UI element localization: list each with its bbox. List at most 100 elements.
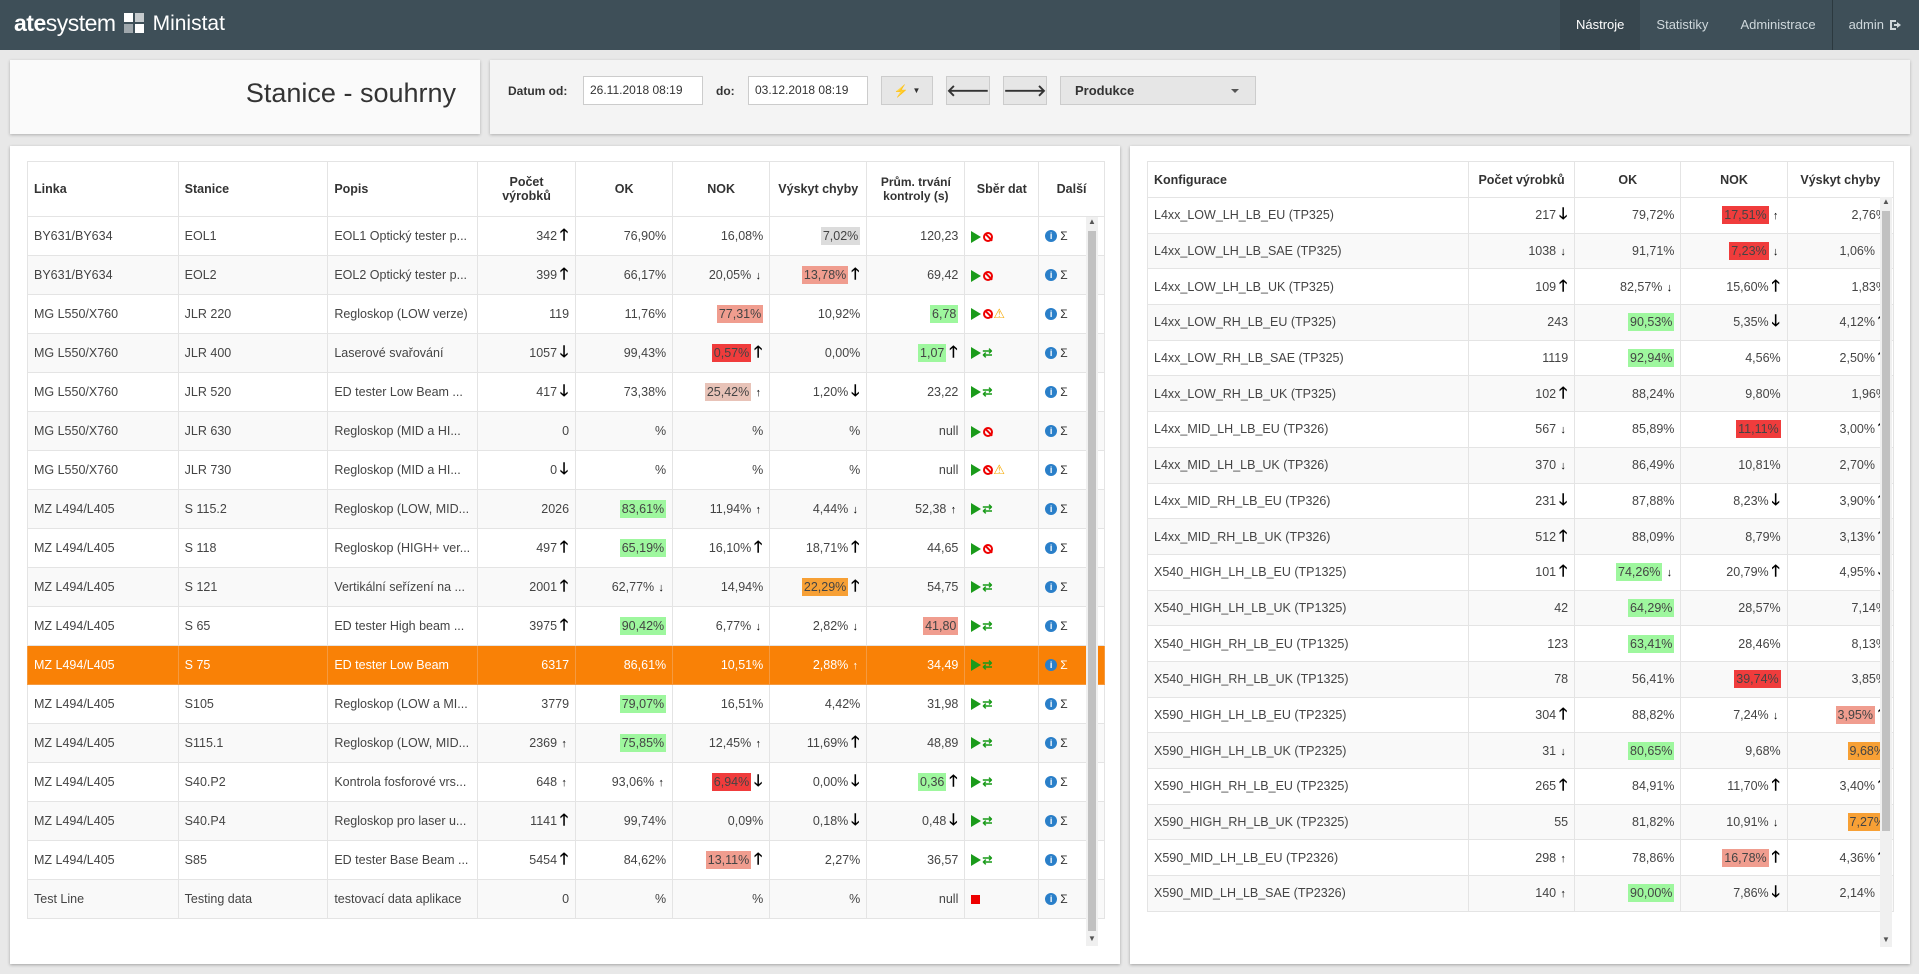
table-row[interactable]: MZ L494/L405 S40.P4 Regloskop pro laser u.…: [27, 801, 1105, 841]
sigma-icon[interactable]: Σ: [1060, 814, 1068, 829]
table-row[interactable]: X540_HIGH_RH_LB_EU (TP1325) 123 63,41% 28,4…: [1147, 625, 1895, 662]
col-stanice[interactable]: Stanice: [177, 161, 329, 217]
info-icon[interactable]: i: [1045, 854, 1058, 867]
date-to-input[interactable]: 03.12.2018 08:19: [748, 76, 868, 105]
col-pocet[interactable]: Počet výrobků: [476, 161, 577, 217]
sber-dat-cell[interactable]: ⇄: [964, 333, 1040, 373]
info-icon[interactable]: i: [1045, 230, 1058, 243]
table-row[interactable]: X590_HIGH_RH_LB_UK (TP2325) 55 81,82% 10,91…: [1147, 803, 1895, 841]
sber-dat-cell[interactable]: [964, 255, 1040, 295]
sigma-icon[interactable]: Σ: [1060, 541, 1068, 556]
sber-dat-cell[interactable]: ⚠: [964, 450, 1040, 490]
sber-dat-cell[interactable]: ⇄: [964, 372, 1040, 412]
sigma-icon[interactable]: Σ: [1060, 853, 1068, 868]
scroll-up-icon[interactable]: ▲: [1882, 197, 1890, 206]
sigma-icon[interactable]: Σ: [1060, 775, 1068, 790]
sigma-icon[interactable]: Σ: [1060, 229, 1068, 244]
sigma-icon[interactable]: Σ: [1060, 346, 1068, 361]
table-row[interactable]: MG L550/X760 JLR 730 Regloskop (MID a HI..…: [27, 450, 1105, 490]
sber-dat-cell[interactable]: [964, 879, 1040, 919]
info-icon[interactable]: i: [1045, 698, 1058, 711]
table-row[interactable]: X590_MID_LH_LB_SAE (TP2326) 140 ↑ 90,00% 7,8…: [1147, 875, 1895, 912]
table-row[interactable]: L4xx_MID_LH_LB_EU (TP326) 567 ↓ 85,89% 11,11…: [1147, 411, 1895, 448]
table-row[interactable]: L4xx_MID_RH_LB_UK (TP326) 512 🡑 88,09% 8,79%…: [1147, 518, 1895, 555]
sigma-icon[interactable]: Σ: [1060, 424, 1068, 439]
sber-dat-cell[interactable]: [964, 411, 1040, 451]
col-nok[interactable]: NOK: [1680, 161, 1788, 198]
table-row[interactable]: MG L550/X760 JLR 220 Regloskop (LOW verze)…: [27, 294, 1105, 334]
table-row[interactable]: MZ L494/L405 S115.1 Regloskop (LOW, MID...…: [27, 723, 1105, 763]
table-row[interactable]: MZ L494/L405 S 115.2 Regloskop (LOW, MID..…: [27, 489, 1105, 529]
table-row[interactable]: L4xx_LOW_RH_LB_UK (TP325) 102 🡑 88,24% 9,80%…: [1147, 375, 1895, 413]
table-row[interactable]: MZ L494/L405 S105 Regloskop (LOW a MI... 37…: [27, 684, 1105, 724]
info-icon[interactable]: i: [1045, 308, 1058, 321]
col-nok[interactable]: NOK: [672, 161, 771, 217]
sigma-icon[interactable]: Σ: [1060, 580, 1068, 595]
sigma-icon[interactable]: Σ: [1060, 619, 1068, 634]
table-row[interactable]: L4xx_LOW_LH_LB_UK (TP325) 109 🡑 82,57% ↓ 15,6…: [1147, 268, 1895, 306]
table-row[interactable]: BY631/BY634 EOL1 EOL1 Optický tester p... 3…: [27, 216, 1105, 256]
sber-dat-cell[interactable]: ⚠: [964, 294, 1040, 334]
table-row[interactable]: X540_HIGH_RH_LB_UK (TP1325) 78 56,41% 39,74…: [1147, 660, 1895, 698]
info-icon[interactable]: i: [1045, 815, 1058, 828]
sigma-icon[interactable]: Σ: [1060, 385, 1068, 400]
info-icon[interactable]: i: [1045, 620, 1058, 633]
sigma-icon[interactable]: Σ: [1060, 697, 1068, 712]
sigma-icon[interactable]: Σ: [1060, 463, 1068, 478]
col-konfigurace[interactable]: Konfigurace: [1147, 161, 1469, 198]
col-vyskyt[interactable]: Výskyt chyby: [769, 161, 868, 217]
table-row[interactable]: L4xx_LOW_RH_LB_EU (TP325) 243 90,53% 5,35% 🡓…: [1147, 304, 1895, 341]
table-row[interactable]: MZ L494/L405 S40.P2 Kontrola fosforové vrs…: [27, 762, 1105, 802]
sber-dat-cell[interactable]: ⇄: [964, 606, 1040, 646]
col-linka[interactable]: Linka: [27, 161, 179, 217]
col-ok[interactable]: OK: [575, 161, 674, 217]
table-row[interactable]: X590_HIGH_RH_LB_EU (TP2325) 265 🡑 84,91% 11,…: [1147, 768, 1895, 805]
sigma-icon[interactable]: Σ: [1060, 307, 1068, 322]
sigma-icon[interactable]: Σ: [1060, 268, 1068, 283]
info-icon[interactable]: i: [1045, 464, 1058, 477]
sber-dat-cell[interactable]: ⇄: [964, 840, 1040, 880]
configurations-scrollbar[interactable]: ▲ ▼: [1880, 197, 1892, 947]
col-prum-trvani[interactable]: Prům. trvání kontroly (s): [866, 161, 966, 217]
table-row[interactable]: X590_HIGH_LH_LB_EU (TP2325) 304 🡑 88,82% 7,2…: [1147, 696, 1895, 734]
table-row[interactable]: MZ L494/L405 S 75 ED tester Low Beam 6317 86…: [27, 645, 1105, 685]
info-icon[interactable]: i: [1045, 347, 1058, 360]
nav-nastroje[interactable]: Nástroje: [1560, 0, 1641, 50]
table-row[interactable]: MZ L494/L405 S 118 Regloskop (HIGH+ ver...…: [27, 528, 1105, 568]
scroll-down-icon[interactable]: ▼: [1088, 934, 1096, 943]
info-icon[interactable]: i: [1045, 776, 1058, 789]
info-icon[interactable]: i: [1045, 659, 1058, 672]
table-row[interactable]: L4xx_MID_RH_LB_EU (TP326) 231 🡓 87,88% 8,23%…: [1147, 482, 1895, 520]
next-period-button[interactable]: 🡒: [1003, 76, 1047, 105]
sber-dat-cell[interactable]: [964, 528, 1040, 568]
table-row[interactable]: MG L550/X760 JLR 630 Regloskop (MID a HI..…: [27, 411, 1105, 451]
sber-dat-cell[interactable]: ⇄: [964, 723, 1040, 763]
sigma-icon[interactable]: Σ: [1060, 658, 1068, 673]
table-row[interactable]: MG L550/X760 JLR 400 Laserové svařování 105…: [27, 333, 1105, 373]
previous-period-button[interactable]: 🡐: [946, 76, 990, 105]
table-row[interactable]: L4xx_LOW_RH_LB_SAE (TP325) 1119 92,94% 4,56…: [1147, 339, 1895, 377]
scroll-up-icon[interactable]: ▲: [1088, 217, 1096, 226]
table-row[interactable]: MZ L494/L405 S85 ED tester Base Beam ... 54…: [27, 840, 1105, 880]
table-row[interactable]: X590_HIGH_LH_LB_UK (TP2325) 31 ↓ 80,65% 9,68…: [1147, 732, 1895, 769]
mode-select[interactable]: Produkce: [1060, 76, 1256, 105]
sber-dat-cell[interactable]: ⇄: [964, 684, 1040, 724]
info-icon[interactable]: i: [1045, 425, 1058, 438]
table-row[interactable]: X540_HIGH_LH_LB_EU (TP1325) 101 🡑 74,26% ↓ 20…: [1147, 553, 1895, 591]
sber-dat-cell[interactable]: ⇄: [964, 801, 1040, 841]
info-icon[interactable]: i: [1045, 386, 1058, 399]
sber-dat-cell[interactable]: ⇄: [964, 567, 1040, 607]
stations-scrollbar[interactable]: ▲ ▼: [1086, 217, 1098, 946]
info-icon[interactable]: i: [1045, 737, 1058, 750]
sber-dat-cell[interactable]: ⇄: [964, 762, 1040, 802]
table-row[interactable]: Test Line Testing data testovací data apli…: [27, 879, 1105, 919]
table-row[interactable]: MZ L494/L405 S 121 Vertikální seřízení na …: [27, 567, 1105, 607]
brand-logo[interactable]: ate system Ministat: [14, 10, 225, 37]
nav-admin-logout[interactable]: admin: [1833, 0, 1919, 50]
col-popis[interactable]: Popis: [327, 161, 478, 217]
table-row[interactable]: X540_HIGH_LH_LB_UK (TP1325) 42 64,29% 28,57…: [1147, 589, 1895, 627]
table-row[interactable]: MG L550/X760 JLR 520 ED tester Low Beam ..…: [27, 372, 1105, 412]
nav-statistiky[interactable]: Statistiky: [1656, 17, 1709, 32]
sber-dat-cell[interactable]: [964, 216, 1040, 256]
sigma-icon[interactable]: Σ: [1060, 736, 1068, 751]
